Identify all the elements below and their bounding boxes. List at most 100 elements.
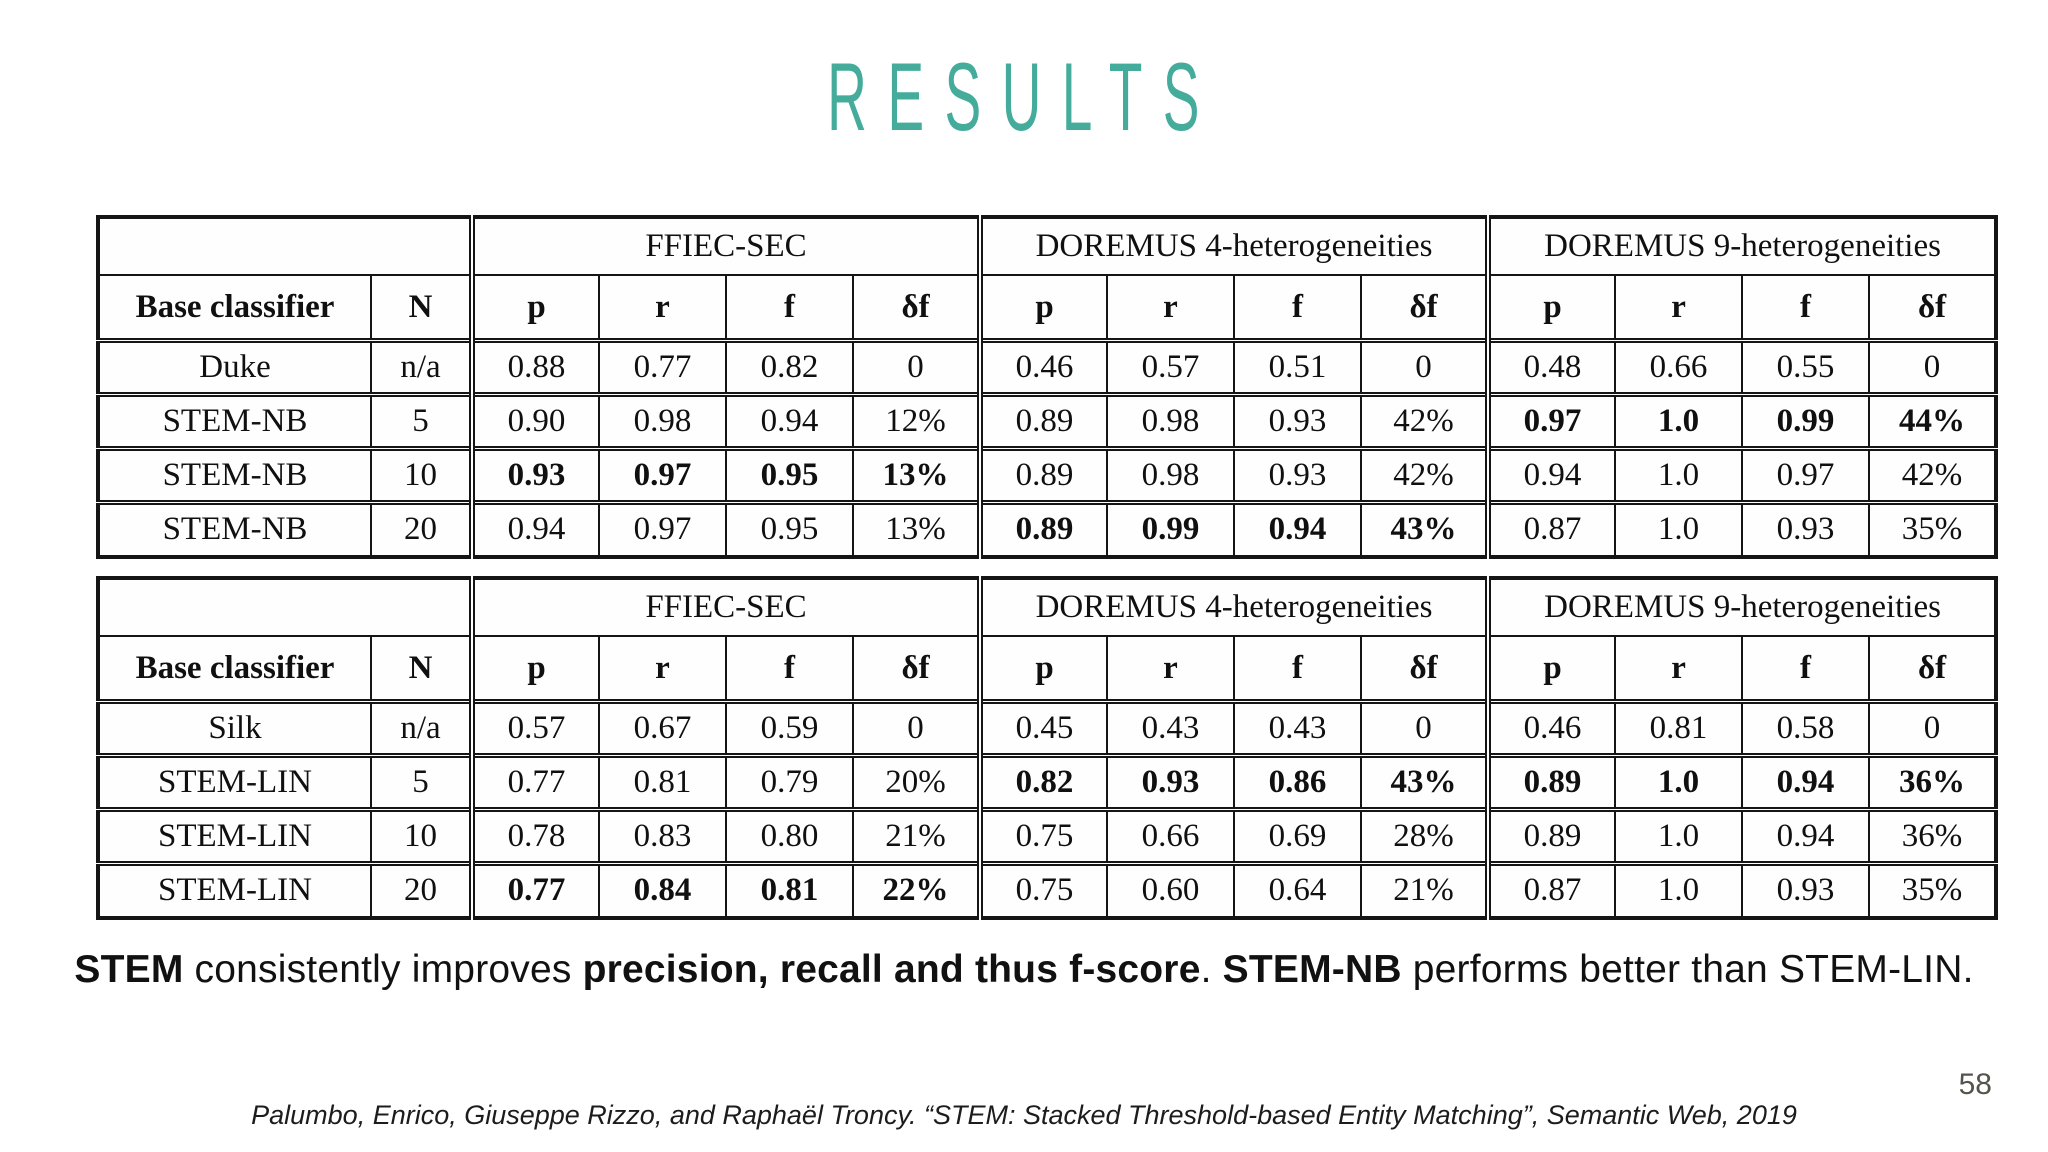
table-row: STEM-LIN 20 0.77 0.84 0.81 22% 0.75 0.60 0.64 21%… [97, 861, 1998, 919]
table-cell: STEM-NB [97, 500, 372, 558]
table-cell: 0.83 [598, 807, 727, 865]
table-cell: 0.94 [725, 392, 854, 450]
table-cell: 0.93 [1741, 861, 1871, 919]
table-cell: 0.60 [1106, 861, 1235, 919]
table-cell: 20 [370, 861, 473, 919]
group-header: DOREMUS 9-heterogeneities [1485, 577, 1998, 637]
table-body: Silk n/a 0.57 0.67 0.59 0 0.45 0.43 0.43 0 0.46 0.8… [97, 699, 1998, 919]
table-cell: 0.97 [598, 446, 727, 504]
table-cell: 0.81 [725, 861, 854, 919]
column-header: p [469, 274, 600, 342]
corner-cell [97, 577, 473, 637]
statement-segment: STEM [74, 948, 184, 991]
table-cell: 0.95 [725, 446, 854, 504]
table-cell: 1.0 [1614, 861, 1744, 919]
table-cell: 43% [1359, 500, 1490, 558]
table-cell: 0.77 [469, 861, 600, 919]
column-header: r [1106, 635, 1235, 703]
table-cell: 42% [1359, 392, 1490, 450]
corner-cell [97, 216, 473, 276]
table-cell: 28% [1359, 807, 1490, 865]
table-cell: STEM-LIN [97, 807, 372, 865]
table-row: STEM-NB 10 0.93 0.97 0.95 13% 0.89 0.98 0.93 42% 0… [97, 446, 1998, 504]
column-header: p [977, 635, 1108, 703]
column-header: Base classifier [97, 274, 372, 342]
table-cell: 0.59 [725, 699, 854, 757]
table-cell: 0 [852, 699, 981, 757]
table-cell: 0.97 [598, 500, 727, 558]
column-header: f [1741, 274, 1871, 342]
table-cell: 1.0 [1614, 446, 1744, 504]
statement-segment: . [1200, 948, 1223, 991]
table-cell: 0.57 [1106, 338, 1235, 396]
table-cell: 0.87 [1485, 861, 1617, 919]
column-header: N [370, 274, 473, 342]
column-header: r [1106, 274, 1235, 342]
column-header: f [725, 274, 854, 342]
table-cell: 10 [370, 807, 473, 865]
table-cell: 0.98 [598, 392, 727, 450]
table-cell: 0.82 [725, 338, 854, 396]
column-header: f [1233, 635, 1362, 703]
table-cell: 0.89 [977, 446, 1108, 504]
table-cell: STEM-NB [97, 392, 372, 450]
table-row: STEM-NB 5 0.90 0.98 0.94 12% 0.89 0.98 0.93 42% 0.… [97, 392, 1998, 450]
column-header: f [1233, 274, 1362, 342]
table-cell: 0.93 [469, 446, 600, 504]
table-cell: n/a [370, 699, 473, 757]
group-header: FFIEC-SEC [469, 216, 981, 276]
table-cell: 0.94 [1741, 753, 1871, 811]
table-cell: 1.0 [1614, 807, 1744, 865]
column-header: N [370, 635, 473, 703]
table-cell: 0.78 [469, 807, 600, 865]
table-cell: n/a [370, 338, 473, 396]
column-header: f [1741, 635, 1871, 703]
table-cell: 36% [1868, 753, 1998, 811]
results-table-stem-lin: FFIEC-SEC DOREMUS 4-heterogeneities DOREMU… [96, 576, 1999, 920]
table-cell: 0.90 [469, 392, 600, 450]
statement-segment: precision, recall and thus f-score [582, 948, 1201, 991]
table-cell: 0.79 [725, 753, 854, 811]
table-cell: 20 [370, 500, 473, 558]
table-cell: 21% [1359, 861, 1490, 919]
table-cell: 0 [852, 338, 981, 396]
statement-segment: consistently improves [183, 948, 583, 991]
table-cell: 36% [1868, 807, 1998, 865]
group-header: DOREMUS 4-heterogeneities [976, 577, 1490, 637]
table-cell: 0 [1868, 338, 1998, 396]
table-cell: 0.87 [1485, 500, 1617, 558]
table-cell: 0.97 [1485, 392, 1617, 450]
table-cell: 0.77 [598, 338, 727, 396]
table-cell: 0.67 [598, 699, 727, 757]
citation-text: Palumbo, Enrico, Giuseppe Rizzo, and Rap… [251, 1100, 1797, 1130]
table-cell: 0.57 [469, 699, 600, 757]
table-cell: 1.0 [1614, 753, 1744, 811]
table-cell: 0.89 [1485, 753, 1617, 811]
table-cell: 0.97 [1741, 446, 1871, 504]
table-cell: 0.88 [469, 338, 600, 396]
table-cell: 0.81 [1614, 699, 1744, 757]
table-cell: 0.98 [1106, 446, 1235, 504]
statement-segment: performs better than STEM-LIN. [1401, 948, 1974, 991]
table-cell: 0 [1359, 699, 1490, 757]
table-cell: 0.66 [1614, 338, 1744, 396]
column-header: f [725, 635, 854, 703]
table-cell: 0.89 [977, 500, 1108, 558]
table-cell: 0.55 [1741, 338, 1871, 396]
table-cell: 0.86 [1233, 753, 1362, 811]
column-header: r [1614, 635, 1744, 703]
table-row: STEM-LIN 5 0.77 0.81 0.79 20% 0.82 0.93 0.86 43% 0… [97, 753, 1998, 811]
table-cell: 0.48 [1485, 338, 1617, 396]
column-header: r [598, 635, 727, 703]
table-cell: 12% [852, 392, 981, 450]
table-cell: 35% [1868, 500, 1998, 558]
table-cell: 21% [852, 807, 981, 865]
table-cell: 42% [1868, 446, 1998, 504]
column-header: δf [1868, 274, 1998, 342]
table-cell: 0.94 [469, 500, 600, 558]
table-cell: 0.64 [1233, 861, 1362, 919]
table-body: Duke n/a 0.88 0.77 0.82 0 0.46 0.57 0.51 0 0.48 0.6… [97, 338, 1998, 558]
table-row: STEM-LIN 10 0.78 0.83 0.80 21% 0.75 0.66 0.69 28%… [97, 807, 1998, 865]
